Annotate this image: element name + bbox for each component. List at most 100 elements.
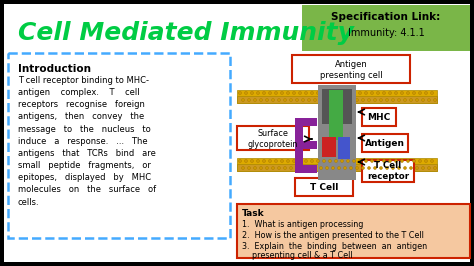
Ellipse shape	[353, 92, 356, 94]
Bar	[318, 85, 356, 180]
Ellipse shape	[335, 92, 337, 94]
Ellipse shape	[301, 98, 304, 102]
Ellipse shape	[419, 160, 421, 163]
Text: T cell receptor binding to MHC-
antigen    complex.    T    cell
receptors   rec: T cell receptor binding to MHC- antigen …	[18, 76, 156, 206]
Ellipse shape	[259, 167, 263, 169]
Ellipse shape	[263, 92, 265, 94]
Bar	[237, 158, 437, 171]
Ellipse shape	[256, 92, 259, 94]
Text: T Cell: T Cell	[310, 182, 338, 192]
Ellipse shape	[245, 92, 247, 94]
Ellipse shape	[326, 98, 328, 102]
Ellipse shape	[259, 98, 263, 102]
Ellipse shape	[416, 167, 419, 169]
Ellipse shape	[256, 160, 259, 163]
Ellipse shape	[376, 92, 380, 94]
Ellipse shape	[299, 92, 301, 94]
Ellipse shape	[374, 167, 376, 169]
Ellipse shape	[335, 160, 337, 163]
Ellipse shape	[308, 167, 310, 169]
Ellipse shape	[331, 167, 335, 169]
Text: Immunity: 4.1.1: Immunity: 4.1.1	[347, 28, 424, 38]
Ellipse shape	[389, 92, 392, 94]
Ellipse shape	[389, 160, 392, 163]
Bar	[322, 137, 336, 157]
Ellipse shape	[274, 160, 277, 163]
Ellipse shape	[304, 160, 308, 163]
Ellipse shape	[346, 92, 349, 94]
Ellipse shape	[292, 160, 295, 163]
Ellipse shape	[362, 167, 365, 169]
Bar	[322, 89, 352, 124]
Ellipse shape	[340, 160, 344, 163]
Ellipse shape	[356, 167, 358, 169]
Ellipse shape	[268, 160, 272, 163]
Ellipse shape	[283, 167, 286, 169]
Ellipse shape	[416, 98, 419, 102]
Text: Surface
glycoprotein: Surface glycoprotein	[248, 129, 298, 149]
Ellipse shape	[272, 98, 274, 102]
Ellipse shape	[328, 92, 331, 94]
Ellipse shape	[317, 92, 319, 94]
Ellipse shape	[385, 98, 389, 102]
Ellipse shape	[376, 160, 380, 163]
Ellipse shape	[349, 167, 353, 169]
Ellipse shape	[401, 92, 403, 94]
Ellipse shape	[290, 98, 292, 102]
Bar	[362, 160, 414, 182]
Ellipse shape	[380, 167, 383, 169]
Ellipse shape	[322, 92, 326, 94]
Text: 1.  What is antigen processing: 1. What is antigen processing	[242, 220, 364, 229]
Ellipse shape	[310, 92, 313, 94]
Ellipse shape	[356, 98, 358, 102]
Ellipse shape	[349, 98, 353, 102]
Ellipse shape	[371, 160, 374, 163]
Ellipse shape	[362, 98, 365, 102]
Ellipse shape	[317, 160, 319, 163]
Ellipse shape	[247, 98, 250, 102]
Ellipse shape	[331, 98, 335, 102]
Bar	[338, 137, 350, 159]
Ellipse shape	[358, 92, 362, 94]
Ellipse shape	[344, 98, 346, 102]
Ellipse shape	[365, 160, 367, 163]
Bar	[295, 118, 303, 173]
Ellipse shape	[308, 98, 310, 102]
Ellipse shape	[286, 160, 290, 163]
Bar	[8, 53, 230, 238]
Ellipse shape	[337, 167, 340, 169]
Ellipse shape	[337, 98, 340, 102]
Ellipse shape	[310, 160, 313, 163]
Ellipse shape	[394, 92, 398, 94]
Ellipse shape	[301, 167, 304, 169]
Ellipse shape	[403, 167, 407, 169]
Ellipse shape	[313, 98, 317, 102]
Ellipse shape	[340, 92, 344, 94]
Ellipse shape	[238, 160, 241, 163]
Ellipse shape	[254, 98, 256, 102]
Ellipse shape	[385, 167, 389, 169]
Ellipse shape	[371, 92, 374, 94]
Ellipse shape	[263, 160, 265, 163]
Ellipse shape	[434, 167, 437, 169]
Ellipse shape	[295, 167, 299, 169]
Ellipse shape	[421, 98, 425, 102]
Bar	[362, 134, 408, 152]
Bar	[362, 108, 396, 126]
Text: Specification Link:: Specification Link:	[331, 12, 441, 22]
Ellipse shape	[398, 98, 401, 102]
Ellipse shape	[383, 92, 385, 94]
Ellipse shape	[412, 92, 416, 94]
Ellipse shape	[326, 167, 328, 169]
Ellipse shape	[401, 160, 403, 163]
Ellipse shape	[367, 167, 371, 169]
Bar	[292, 55, 410, 83]
Ellipse shape	[407, 92, 410, 94]
Ellipse shape	[265, 167, 268, 169]
Ellipse shape	[274, 92, 277, 94]
Ellipse shape	[322, 160, 326, 163]
Ellipse shape	[430, 92, 434, 94]
Ellipse shape	[241, 167, 245, 169]
Ellipse shape	[394, 160, 398, 163]
Text: 3.  Explain  the  binding  between  an  antigen: 3. Explain the binding between an antige…	[242, 242, 427, 251]
